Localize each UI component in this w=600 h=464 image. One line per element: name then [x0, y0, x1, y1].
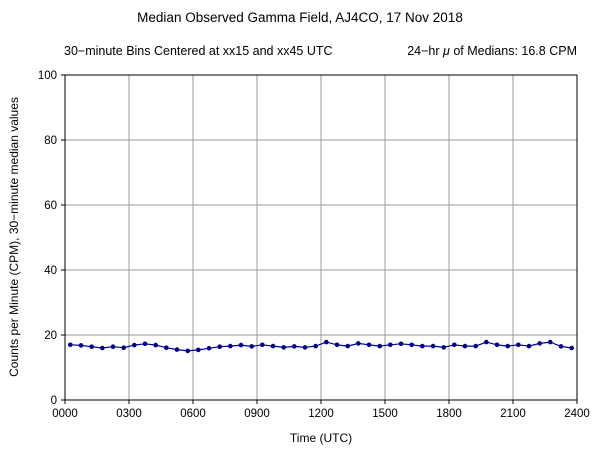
x-tick-label: 2100 [500, 408, 526, 420]
y-axis-label: Counts per Minute (CPM), 30−minute media… [7, 97, 21, 377]
data-point [409, 342, 415, 348]
data-point [388, 342, 393, 348]
data-point [110, 344, 116, 350]
data-point [452, 342, 457, 348]
data-point [313, 343, 319, 349]
data-point [334, 342, 340, 348]
y-tick-label: 40 [44, 265, 57, 277]
data-point [484, 339, 489, 345]
data-point [292, 344, 297, 349]
y-tick-label: 100 [38, 70, 57, 82]
data-point [100, 345, 105, 351]
x-axis-label: Time (UTC) [290, 431, 352, 445]
data-point [68, 342, 73, 348]
x-tick-label: 1800 [436, 408, 462, 420]
subtitle-right-mu: μ [442, 44, 450, 58]
data-point [462, 343, 468, 349]
data-point [302, 345, 308, 350]
subtitle-right-post: of Medians: 16.8 CPM [450, 44, 577, 58]
chart-title: Median Observed Gamma Field, AJ4CO, 17 N… [137, 10, 463, 25]
x-tick-label: 0900 [244, 408, 270, 420]
chart-subtitle-right: 24−hr μ of Medians: 16.8 CPM [407, 44, 577, 58]
chart-subtitle-left: 30−minute Bins Centered at xx15 and xx45… [64, 44, 333, 58]
y-tick-label: 60 [44, 200, 57, 212]
x-tick-label: 0600 [180, 408, 206, 420]
data-point [270, 343, 276, 349]
data-point [281, 345, 287, 350]
subtitle-right-pre: 24−hr [407, 44, 443, 58]
data-point [516, 342, 521, 348]
data-point [526, 343, 532, 349]
x-tick-label: 0000 [52, 408, 78, 420]
data-point [558, 344, 564, 349]
x-tick-label: 2400 [564, 408, 590, 420]
data-point [206, 346, 212, 351]
data-point [196, 347, 201, 353]
y-tick-label: 20 [44, 330, 57, 342]
data-point [121, 345, 126, 351]
data-point [569, 345, 574, 351]
data-point [505, 343, 511, 349]
y-tick-label: 0 [51, 395, 57, 407]
data-point [548, 339, 553, 345]
data-point [238, 342, 244, 348]
data-point [217, 344, 222, 350]
data-point [473, 343, 479, 349]
data-point [164, 345, 169, 351]
x-tick-label: 1200 [308, 408, 334, 420]
plot-area: 0000 0300 0600 0900 1200 1500 1800 2100 2400 0 20 4… [38, 70, 590, 420]
data-point [377, 343, 383, 349]
data-point [228, 343, 233, 349]
data-point [420, 343, 425, 349]
data-point [174, 347, 180, 352]
data-point [494, 342, 500, 348]
data-point [142, 341, 148, 347]
data-point [249, 344, 254, 349]
y-tick-label: 80 [44, 135, 57, 147]
data-point [132, 342, 137, 348]
x-tick-label: 1500 [372, 408, 398, 420]
data-point [260, 342, 265, 348]
data-point [153, 342, 158, 348]
data-point [345, 343, 351, 349]
data-point [89, 344, 94, 350]
data-point [441, 345, 447, 350]
data-point [324, 339, 329, 345]
data-point [366, 342, 372, 348]
data-point [537, 341, 542, 346]
x-tick-label: 0300 [116, 408, 142, 420]
data-point [185, 348, 190, 354]
data-point [356, 341, 361, 346]
data-point [398, 341, 404, 347]
data-point [78, 343, 84, 348]
data-point [430, 343, 436, 349]
